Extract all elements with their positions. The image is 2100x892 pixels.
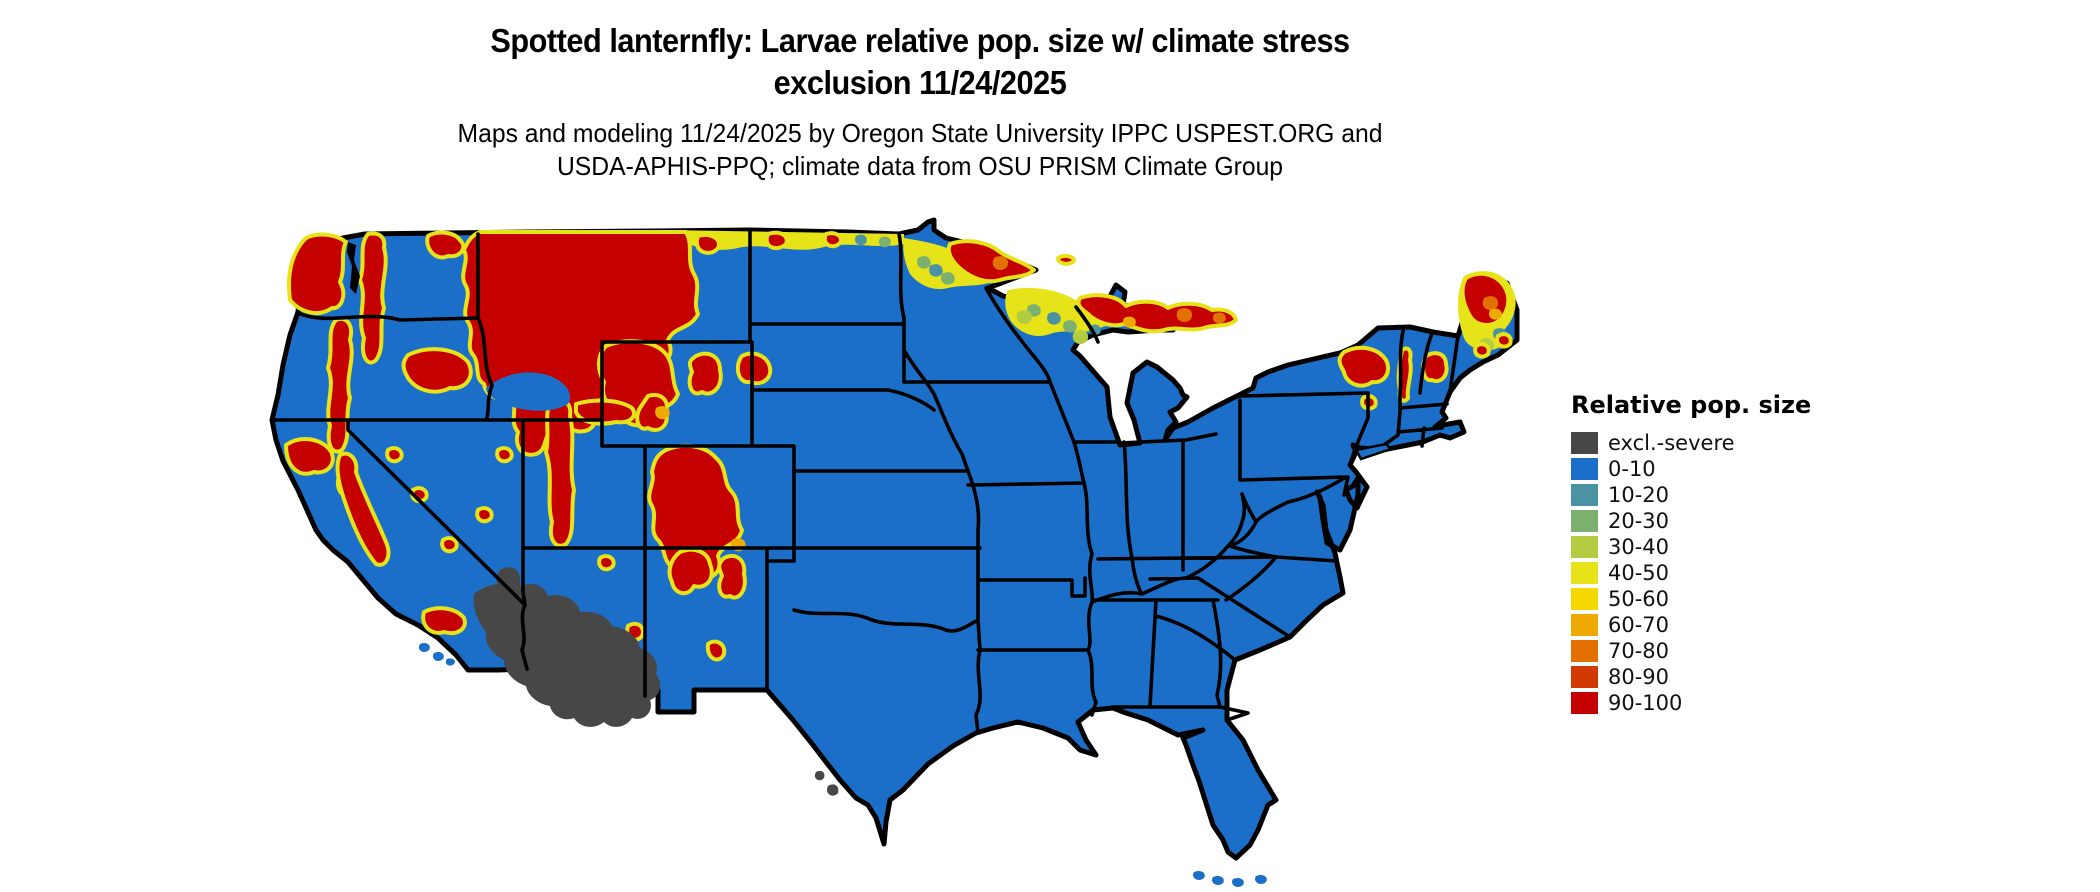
- legend-label: 0-10: [1608, 457, 1656, 481]
- legend-label: 70-80: [1608, 639, 1670, 663]
- legend-label: 60-70: [1608, 613, 1670, 637]
- subtitle-line-1: Maps and modeling 11/24/2025 by Oregon S…: [457, 118, 1383, 148]
- excluded-severe-region: [473, 567, 839, 796]
- legend-row: 70-80: [1571, 638, 1811, 664]
- legend-row: 40-50: [1571, 560, 1811, 586]
- legend-row: 20-30: [1571, 508, 1811, 534]
- legend-title: Relative pop. size: [1571, 391, 1812, 419]
- long-island: [1354, 442, 1394, 461]
- legend-label: 50-60: [1608, 587, 1670, 611]
- channel-islands: [418, 642, 430, 653]
- snake-river-plain: [486, 372, 570, 411]
- legend: Relative pop. size excl.-severe 0-10 10-20…: [1571, 391, 1811, 716]
- islands: [418, 442, 1394, 888]
- legend-swatch: [1571, 510, 1598, 532]
- legend-row: 10-20: [1571, 482, 1811, 508]
- legend-row: 50-60: [1571, 586, 1811, 612]
- subtitle-line-2: USDA-APHIS-PPQ; climate data from OSU PR…: [556, 151, 1284, 181]
- page-subtitle: Maps and modeling 11/24/2025 by Oregon S…: [46, 117, 1794, 183]
- legend-label: 30-40: [1608, 535, 1670, 559]
- legend-label: excl.-severe: [1608, 431, 1735, 455]
- state-borders: [270, 228, 1460, 735]
- header: Spotted lanternfly: Larvae relative pop.…: [0, 20, 1840, 183]
- legend-swatch: [1571, 614, 1598, 636]
- title-line-2: exclusion 11/24/2025: [773, 64, 1067, 101]
- puget-sound: [347, 242, 360, 294]
- legend-label: 40-50: [1608, 561, 1670, 585]
- florida-keys: [1193, 870, 1205, 881]
- legend-swatch: [1571, 536, 1598, 558]
- legend-row: 90-100: [1571, 690, 1811, 716]
- legend-label: 90-100: [1608, 691, 1683, 715]
- legend-swatch: [1571, 458, 1598, 480]
- legend-row: 0-10: [1571, 456, 1811, 482]
- legend-row: excl.-severe: [1571, 430, 1811, 456]
- legend-swatch: [1571, 588, 1598, 610]
- legend-label: 80-90: [1608, 665, 1670, 689]
- legend-row: 30-40: [1571, 534, 1811, 560]
- legend-items: excl.-severe 0-10 10-20 20-30 30-40 40-50 50-6…: [1571, 430, 1811, 716]
- legend-swatch: [1571, 666, 1598, 688]
- legend-row: 60-70: [1571, 612, 1811, 638]
- legend-swatch: [1571, 692, 1598, 714]
- legend-label: 20-30: [1608, 509, 1670, 533]
- title-line-1: Spotted lanternfly: Larvae relative pop.…: [490, 22, 1350, 59]
- legend-row: 80-90: [1571, 664, 1811, 690]
- legend-label: 10-20: [1608, 483, 1670, 507]
- legend-swatch: [1571, 562, 1598, 584]
- legend-swatch: [1571, 432, 1598, 454]
- page-title: Spotted lanternfly: Larvae relative pop.…: [64, 20, 1775, 104]
- us-choropleth-map: [269, 217, 1520, 888]
- legend-swatch: [1571, 640, 1598, 662]
- legend-swatch: [1571, 484, 1598, 506]
